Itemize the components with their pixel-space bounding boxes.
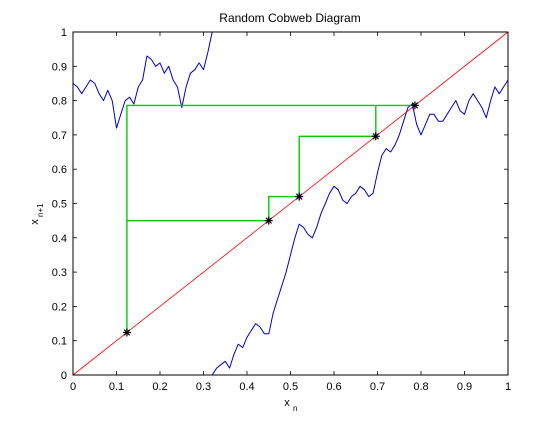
data-layer — [72, 31, 509, 376]
y-tick-label: 0 — [61, 370, 67, 382]
x-axis-label-sub: n — [293, 404, 297, 413]
y-tick-label: 0.1 — [52, 336, 67, 348]
x-tick-label: 0.7 — [370, 381, 385, 393]
y-tick-label: 0.3 — [52, 267, 67, 279]
y-tick-label: 0.8 — [52, 96, 67, 108]
map-curve-1 — [211, 79, 509, 376]
y-tick-label: 0.6 — [52, 164, 67, 176]
x-tick-label: 0.3 — [196, 381, 211, 393]
cobweb-path — [126, 104, 416, 333]
y-tick-label: 1 — [61, 27, 67, 39]
x-tick-label: 0.8 — [413, 381, 428, 393]
y-tick-label: 0.5 — [52, 199, 67, 211]
fixed-point-marker — [122, 328, 131, 337]
y-tick-label: 0.2 — [52, 301, 67, 313]
x-tick-label: 1 — [505, 381, 511, 393]
x-axis-label: x n — [284, 397, 297, 413]
map-curve-0 — [72, 31, 213, 129]
y-axis-label-main: x — [29, 219, 41, 225]
tick-layer: 0 0.1 0.2 0.3 0.4 0.5 0.6 0.7 0.8 0.9 1 0 0.1 0.2 0.3 0… — [52, 27, 511, 393]
y-tick-label: 0.7 — [52, 130, 67, 142]
chart-title: Random Cobweb Diagram — [219, 11, 360, 25]
x-tick-label: 0.6 — [326, 381, 341, 393]
fixed-point-marker — [264, 216, 273, 225]
x-tick-label: 0.2 — [152, 381, 167, 393]
fixed-point-marker — [295, 192, 304, 201]
y-axis-label-sub: n+1 — [36, 203, 45, 217]
x-tick-label: 0.4 — [239, 381, 254, 393]
x-tick-label: 0 — [70, 381, 76, 393]
x-tick-label: 0.5 — [283, 381, 298, 393]
fixed-point-marker — [410, 101, 419, 110]
y-axis-label: x n+1 — [29, 203, 45, 225]
y-tick-label: 0.4 — [52, 233, 67, 245]
identity-line — [72, 31, 509, 376]
y-tick-label: 0.9 — [52, 61, 67, 73]
x-tick-label: 0.1 — [109, 381, 124, 393]
fixed-point-marker — [371, 132, 380, 141]
x-axis-label-main: x — [284, 397, 290, 409]
x-tick-label: 0.9 — [457, 381, 472, 393]
